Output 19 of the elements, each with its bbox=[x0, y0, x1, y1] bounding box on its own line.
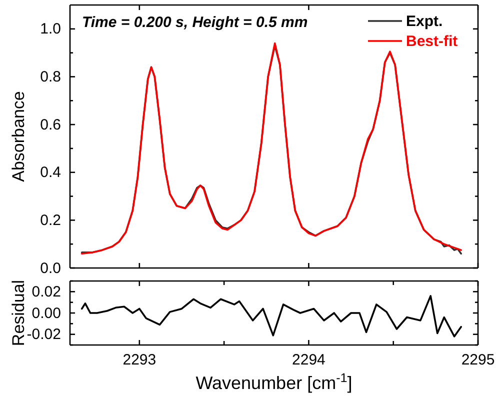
y-tick-label: 0.02 bbox=[32, 283, 61, 300]
y-axis-title: Residual bbox=[9, 280, 28, 346]
x-tick-label: 2293 bbox=[122, 352, 156, 369]
line-series bbox=[80, 295, 462, 338]
y-tick-label: 0.00 bbox=[32, 304, 61, 322]
y-axis-title: Absorbance bbox=[9, 91, 28, 182]
annotation: Time = 0.200 s, Height = 0.5 mm bbox=[82, 14, 308, 31]
x-tick-label: 2295 bbox=[461, 352, 495, 369]
y-tick-label: 0.4 bbox=[40, 164, 61, 182]
y-tick-label: 0.0 bbox=[40, 260, 61, 277]
y-tick-label: 1.0 bbox=[40, 20, 61, 38]
y-tick-label: 0.8 bbox=[40, 68, 61, 86]
x-tick-label: 2294 bbox=[292, 352, 326, 369]
legend-label: Best-fit bbox=[406, 33, 458, 50]
y-tick-label: 0.2 bbox=[40, 212, 61, 229]
y-tick-label: -0.02 bbox=[26, 326, 61, 344]
legend-label: Expt. bbox=[406, 13, 443, 30]
x-axis-title: Wavenumber [cm$^{-1}$] bbox=[196, 371, 352, 393]
y-tick-label: 0.6 bbox=[40, 116, 61, 134]
